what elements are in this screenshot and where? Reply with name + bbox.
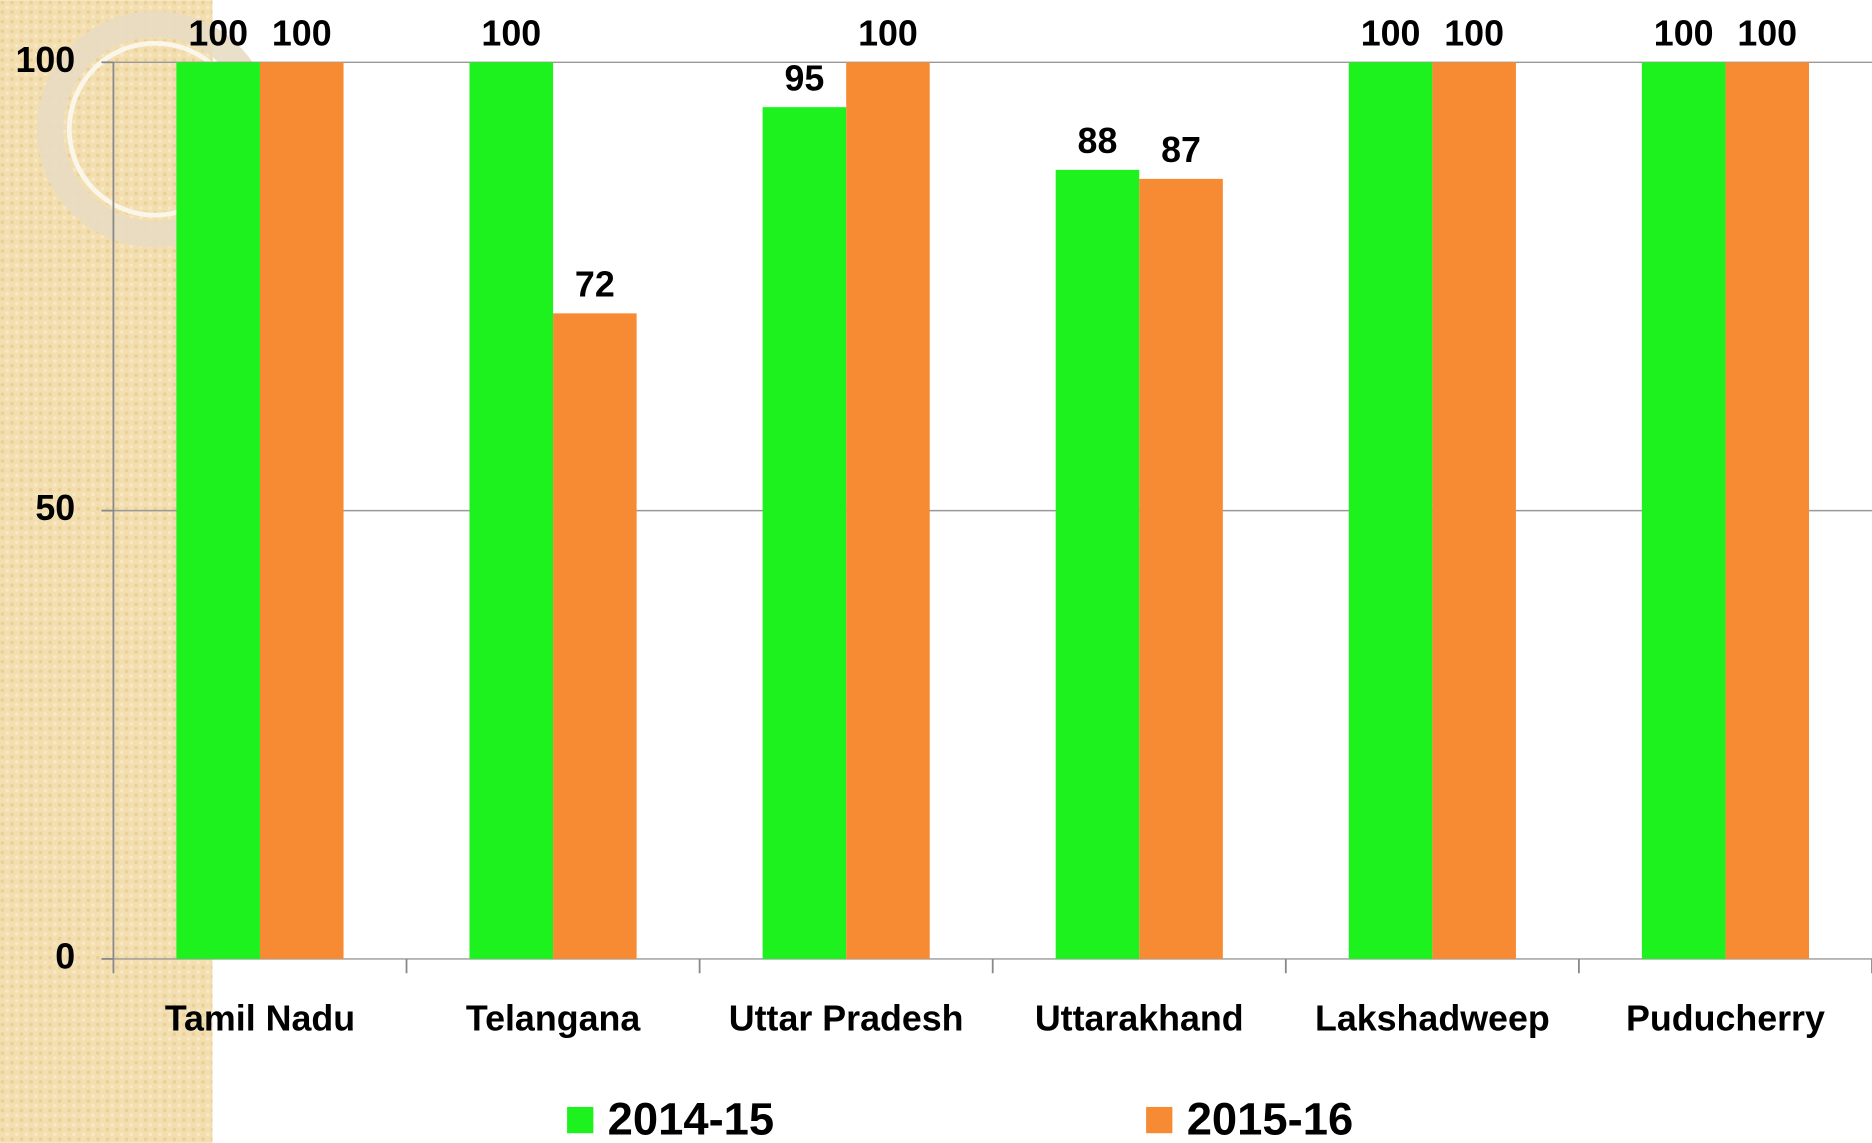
x-tick-label: Telangana [466,998,641,1038]
legend-swatch [1146,1106,1173,1134]
x-tick-label: Tamil Nadu [165,998,355,1038]
bar [846,62,930,959]
data-label: 100 [1654,13,1714,53]
bar [1432,62,1516,959]
data-label: 100 [188,13,248,53]
bar [176,62,260,959]
bar [1348,62,1433,959]
bar [762,107,847,959]
x-tick-label: Lakshadweep [1315,998,1550,1038]
data-label: 100 [1444,13,1504,53]
data-label: 87 [1161,130,1201,170]
x-tick-label: Puducherry [1626,998,1825,1038]
bar [259,62,344,959]
data-label: 100 [858,13,918,53]
bar [553,313,637,959]
y-tick-label: 0 [55,936,75,976]
y-tick-label: 50 [35,488,75,528]
x-tick-label: Uttar Pradesh [729,998,964,1038]
bar [1055,169,1140,959]
data-label: 100 [1361,13,1421,53]
data-label: 88 [1078,121,1118,161]
data-label: 72 [575,265,615,305]
data-label: 100 [481,13,541,53]
data-label: 95 [784,58,824,98]
bar [1725,62,1810,959]
legend-label: 2014-15 [608,1093,774,1143]
data-label: 100 [272,13,332,53]
y-tick-label: 100 [15,40,75,80]
x-tick-label: Uttarakhand [1035,998,1244,1038]
bar [469,62,554,959]
legend-swatch [567,1106,594,1134]
bar [1139,178,1223,959]
bar [1641,62,1726,959]
data-label: 100 [1737,13,1797,53]
legend-label: 2015-16 [1187,1093,1353,1143]
